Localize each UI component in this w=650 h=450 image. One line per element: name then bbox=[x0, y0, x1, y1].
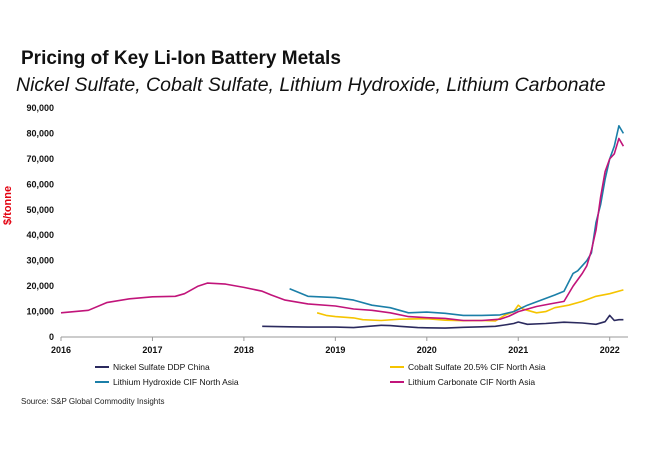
series-lithium-carbonate-line bbox=[60, 137, 625, 322]
x-tick-label: 2018 bbox=[234, 345, 254, 355]
y-tick-label: 60,000 bbox=[26, 179, 54, 189]
y-tick-label: 30,000 bbox=[26, 256, 54, 266]
legend-item-cobalt: Cobalt Sulfate 20.5% CIF North Asia bbox=[390, 362, 546, 372]
y-axis-ticks: 0 10,000 20,000 30,000 40,000 50,000 60,000 70,… bbox=[26, 103, 54, 342]
y-tick-label: 40,000 bbox=[26, 230, 54, 240]
y-tick-label: 90,000 bbox=[26, 103, 54, 113]
x-tick-label: 2016 bbox=[51, 345, 71, 355]
y-tick-label: 50,000 bbox=[26, 205, 54, 215]
y-tick-label: 10,000 bbox=[26, 307, 54, 317]
legend-swatch-nickel bbox=[95, 366, 109, 368]
legend-item-lithium-carbonate: Lithium Carbonate CIF North Asia bbox=[390, 377, 535, 387]
legend-item-lithium-hydroxide: Lithium Hydroxide CIF North Asia bbox=[95, 377, 239, 387]
x-tick-label: 2020 bbox=[417, 345, 437, 355]
source-note: Source: S&P Global Commodity Insights bbox=[21, 397, 165, 406]
chart-subtitle: Nickel Sulfate, Cobalt Sulfate, Lithium … bbox=[16, 74, 606, 96]
x-tick-label: 2022 bbox=[600, 345, 620, 355]
y-tick-label: 0 bbox=[49, 332, 54, 342]
series-lithium-hydroxide-line bbox=[289, 125, 625, 317]
series-nickel-sulfate-line bbox=[262, 314, 624, 329]
series-cobalt-sulfate-line bbox=[316, 289, 624, 322]
legend-label-lithium-hydroxide: Lithium Hydroxide CIF North Asia bbox=[113, 377, 239, 387]
x-tick-label: 2021 bbox=[508, 345, 528, 355]
legend-label-lithium-carbonate: Lithium Carbonate CIF North Asia bbox=[408, 377, 536, 387]
x-axis-ticks: 2016 2017 2018 2019 2020 2021 2022 bbox=[51, 337, 620, 355]
series-lines bbox=[60, 125, 625, 329]
y-tick-label: 70,000 bbox=[26, 154, 54, 164]
legend-label-cobalt: Cobalt Sulfate 20.5% CIF North Asia bbox=[408, 362, 546, 372]
y-tick-label: 20,000 bbox=[26, 281, 54, 291]
legend-swatch-cobalt bbox=[390, 366, 404, 368]
legend: Nickel Sulfate DDP China Cobalt Sulfate … bbox=[95, 362, 615, 392]
legend-swatch-lithium-hydroxide bbox=[95, 381, 109, 383]
x-tick-label: 2019 bbox=[325, 345, 345, 355]
legend-swatch-lithium-carbonate bbox=[390, 381, 404, 383]
legend-item-nickel: Nickel Sulfate DDP China bbox=[95, 362, 210, 372]
y-tick-label: 80,000 bbox=[26, 128, 54, 138]
legend-label-nickel: Nickel Sulfate DDP China bbox=[113, 362, 210, 372]
chart-title: Pricing of Key Li-Ion Battery Metals bbox=[21, 48, 341, 69]
x-tick-label: 2017 bbox=[142, 345, 162, 355]
